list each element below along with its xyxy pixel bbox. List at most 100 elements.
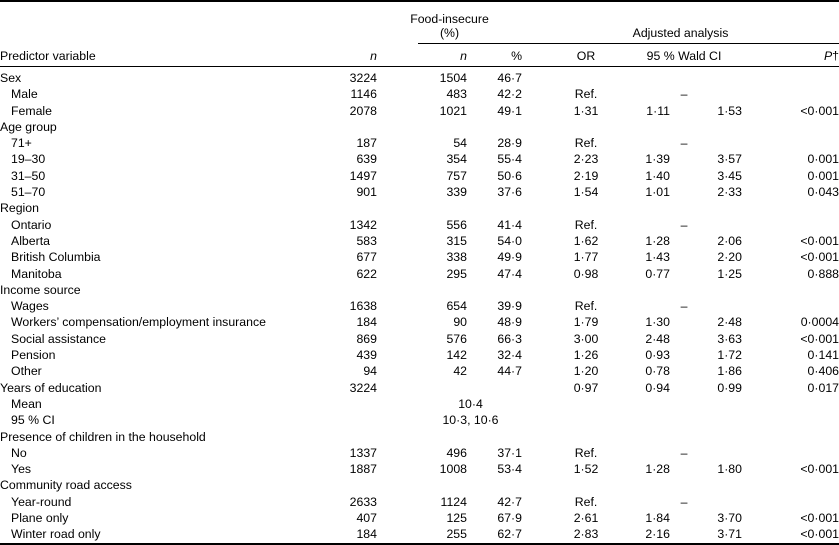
cell-food-insecure-percent — [467, 200, 522, 216]
cell-p-value: <0·001 — [800, 103, 839, 118]
cell-ci-lower: 1·43 — [645, 250, 670, 265]
food-insecure-unit-label: (%) — [439, 26, 460, 40]
cell-n — [317, 200, 377, 216]
cell-ci-upper — [670, 429, 742, 445]
cell-p-value — [742, 282, 839, 298]
table-row: 95 % CI 10·3, 10·6 — [0, 412, 839, 428]
cell-n: 439 — [356, 348, 377, 363]
cell-ci-lower — [626, 396, 670, 412]
cell-food-insecure-n — [377, 282, 467, 298]
cell-or: 2·23 — [573, 152, 599, 167]
cell-or: 1·77 — [573, 250, 599, 265]
cell-food-insecure-n: 1124 — [440, 494, 467, 509]
cell-or: Ref. — [574, 299, 598, 314]
cell-predictor-variable: Community road access — [0, 478, 132, 493]
cell-predictor-variable: Manitoba — [11, 266, 62, 281]
cell-predictor-variable: Presence of children in the household — [0, 429, 206, 444]
cell-ci-upper: 1·25 — [717, 266, 742, 281]
food-insecure-group-header: Food-insecure (%) — [377, 2, 522, 44]
cell-food-insecure-percent: 53·4 — [497, 462, 522, 477]
cell-food-insecure-n: 556 — [446, 217, 467, 232]
cell-predictor-variable: Sex — [0, 71, 22, 85]
cell-p-value — [742, 200, 839, 216]
cell-ci-lower — [626, 282, 670, 298]
cell-or: 0·98 — [573, 266, 599, 281]
adjusted-analysis-label: Adjusted analysis — [632, 26, 729, 40]
cell-food-insecure-percent: 37·6 — [497, 185, 522, 200]
table-row: Community road access — [0, 477, 839, 493]
col-header-wald-ci: 95 % Wald CI — [646, 49, 722, 63]
cell-ci-lower: 0·93 — [645, 348, 670, 363]
table-row: Pension 439 142 32·4 1·26 0·93 1·72 0·141 — [0, 347, 839, 363]
cell-n: 407 — [356, 511, 377, 526]
cell-p-value: <0·001 — [800, 233, 839, 248]
cell-p-value — [742, 119, 839, 135]
cell-p-value: 0·406 — [807, 364, 839, 379]
adjusted-analysis-group-header: Adjusted analysis — [522, 2, 839, 44]
cell-food-insecure-n: 496 — [446, 445, 467, 460]
cell-p-value — [742, 396, 839, 412]
cell-ci-upper — [670, 396, 742, 412]
cell-food-insecure-n: 295 — [446, 266, 467, 281]
cell-food-insecure-n: 54 — [453, 136, 467, 151]
cell-food-insecure-percent: 49·1 — [497, 103, 522, 118]
table-row: Year-round 2633 1124 42·7 Ref. – — [0, 494, 839, 510]
cell-p-value: 0·0004 — [800, 315, 839, 330]
cell-food-insecure-n — [377, 119, 467, 135]
group-header-row: Food-insecure (%) Adjusted analysis — [0, 2, 839, 44]
cell-or: Ref. — [574, 217, 598, 232]
cell-food-insecure-n — [377, 429, 467, 445]
cell-predictor-variable: Female — [11, 103, 53, 118]
cell-p-value — [742, 86, 839, 102]
table-body: Sex 3224 1504 46·7 Male 1146 483 42·2 Ref. – Femal… — [0, 67, 839, 543]
cell-ci-upper: 3·63 — [717, 331, 742, 346]
cell-p-value: 0·888 — [807, 266, 839, 281]
table-row: Alberta 583 315 54·0 1·62 1·28 2·06 <0·001 — [0, 233, 839, 249]
cell-ci-lower: 0·77 — [645, 266, 670, 281]
cell-ci-lower: 0·78 — [645, 364, 670, 379]
cell-ci-dash: – — [680, 445, 688, 460]
table-row: Winter road only 184 255 62·7 2·83 2·16 3·71 <0… — [0, 526, 839, 542]
cell-ci-lower — [626, 429, 670, 445]
cell-or — [546, 477, 626, 493]
cell-p-value: 0·017 — [807, 380, 839, 395]
cell-food-insecure-percent: 67·9 — [497, 511, 522, 526]
cell-food-insecure-percent: 42·7 — [497, 494, 522, 509]
cell-or — [546, 429, 626, 445]
cell-p-value: 0·141 — [807, 348, 839, 363]
cell-or: 3·00 — [573, 331, 599, 346]
cell-predictor-variable: Income source — [0, 282, 81, 297]
cell-ci-dash: – — [680, 299, 688, 314]
cell-ci-upper — [670, 477, 742, 493]
table-row: Other 94 42 44·7 1·20 0·78 1·86 0·406 — [0, 363, 839, 379]
cell-ci-lower: 1·39 — [645, 152, 670, 167]
cell-predictor-variable: 19–30 — [11, 152, 46, 167]
cell-p-value — [742, 298, 839, 314]
cell-ci-upper: 3·57 — [717, 152, 742, 167]
cell-food-insecure-percent: 50·6 — [497, 168, 522, 183]
cell-or — [546, 119, 626, 135]
cell-n: 639 — [356, 152, 377, 167]
cell-ci-upper: 1·86 — [717, 364, 742, 379]
cell-p-value — [742, 445, 839, 461]
cell-food-insecure-span: 10·3, 10·6 — [442, 413, 499, 428]
cell-ci-upper: 2·48 — [717, 315, 742, 330]
cell-or: Ref. — [574, 87, 598, 102]
cell-ci-upper: 2·06 — [717, 233, 742, 248]
cell-ci-lower: 1·30 — [645, 315, 670, 330]
cell-ci-lower: 1·01 — [645, 185, 670, 200]
cell-food-insecure-percent: 55·4 — [497, 152, 522, 167]
table-row: Age group — [0, 119, 839, 135]
cell-p-value — [742, 217, 839, 233]
cell-or: 1·31 — [573, 103, 599, 118]
cell-food-insecure-n: 654 — [446, 299, 467, 314]
dagger-symbol: † — [832, 49, 839, 63]
cell-ci-lower: 1·84 — [645, 511, 670, 526]
cell-food-insecure-n: 757 — [446, 168, 467, 183]
cell-n: 1337 — [349, 445, 377, 460]
cell-predictor-variable: Region — [0, 201, 39, 216]
cell-n — [317, 477, 377, 493]
cell-food-insecure-n: 42 — [453, 364, 467, 379]
cell-ci-upper — [670, 119, 742, 135]
